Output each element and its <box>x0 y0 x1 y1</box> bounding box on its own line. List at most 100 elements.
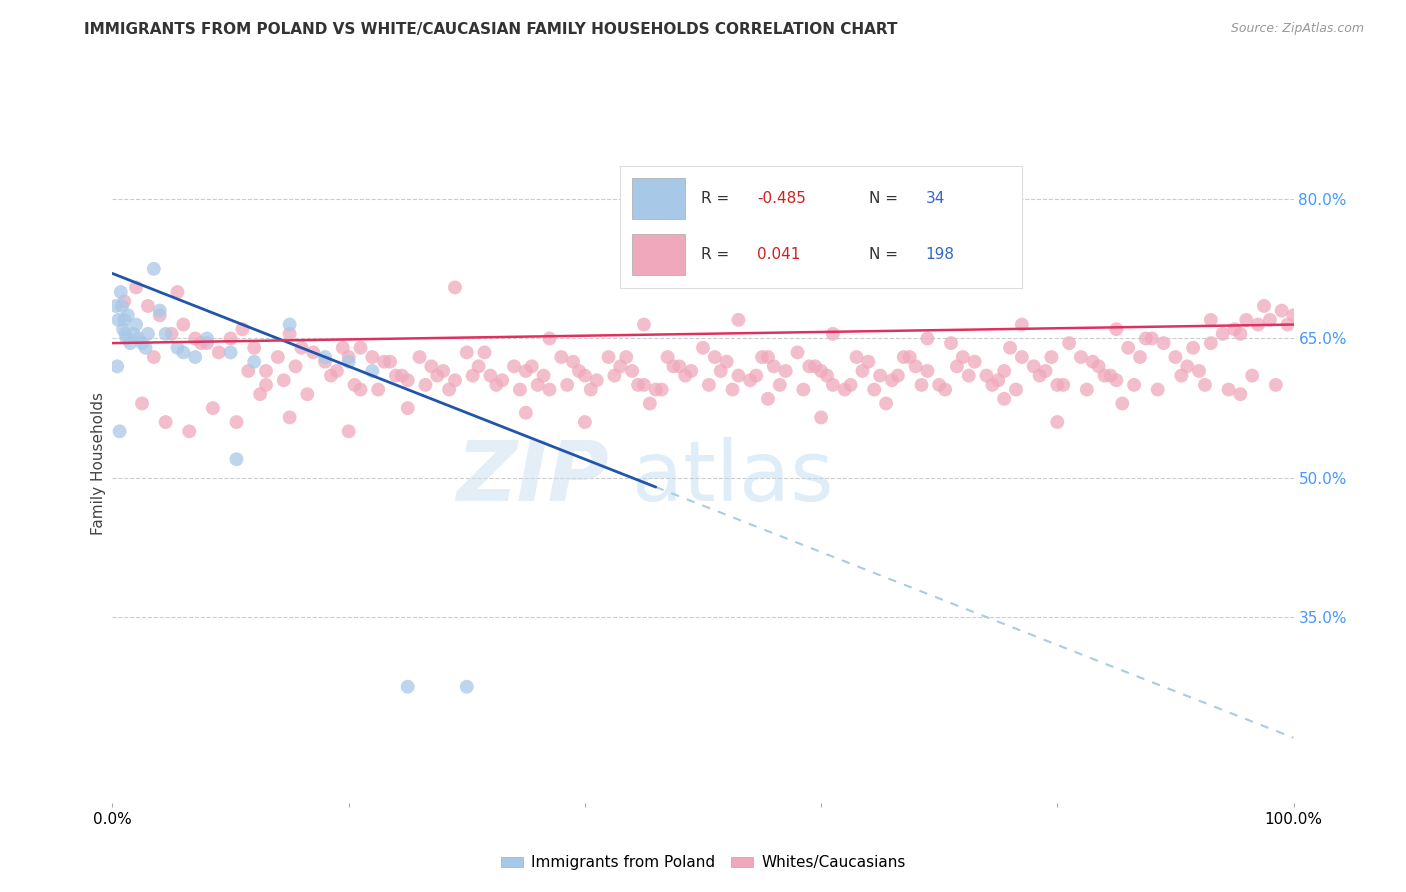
Point <box>745 368 768 383</box>
Text: 198: 198 <box>925 247 955 262</box>
Point <box>426 368 449 383</box>
Point <box>343 378 366 392</box>
Point <box>515 364 537 378</box>
Point <box>1271 303 1294 318</box>
Point <box>111 299 134 313</box>
Point <box>503 359 526 374</box>
Point <box>875 396 897 410</box>
Point <box>1229 326 1251 341</box>
Point <box>485 378 508 392</box>
Point <box>122 326 145 341</box>
Point <box>703 350 725 364</box>
Point <box>574 415 596 429</box>
Point <box>880 373 903 387</box>
Point <box>638 396 661 410</box>
Point <box>135 341 157 355</box>
Point <box>332 341 354 355</box>
Point <box>278 318 301 332</box>
Point <box>420 359 443 374</box>
Point <box>657 350 679 364</box>
Point <box>810 410 832 425</box>
Point <box>112 313 135 327</box>
Point <box>125 280 148 294</box>
Point <box>172 318 194 332</box>
Point <box>775 364 797 378</box>
Point <box>149 303 172 318</box>
Point <box>993 364 1015 378</box>
Point <box>184 331 207 345</box>
Point <box>538 331 561 345</box>
Point <box>609 359 631 374</box>
Point <box>208 345 231 359</box>
Point <box>821 378 844 392</box>
Point <box>810 364 832 378</box>
Point <box>278 410 301 425</box>
Point <box>621 364 644 378</box>
Point <box>804 359 827 374</box>
Point <box>538 383 561 397</box>
Point <box>302 345 325 359</box>
Point <box>692 341 714 355</box>
Point <box>1135 331 1157 345</box>
Point <box>378 354 401 368</box>
Point <box>993 392 1015 406</box>
Point <box>887 368 910 383</box>
Point <box>998 341 1021 355</box>
Point <box>673 368 696 383</box>
Point <box>396 373 419 387</box>
Point <box>633 378 655 392</box>
Point <box>385 368 408 383</box>
Y-axis label: Family Households: Family Households <box>90 392 105 535</box>
Point <box>166 341 188 355</box>
Point <box>893 350 915 364</box>
Point <box>598 350 620 364</box>
Point <box>834 383 856 397</box>
Point <box>520 359 543 374</box>
Point <box>1218 383 1240 397</box>
Point <box>461 368 484 383</box>
Point <box>1212 326 1234 341</box>
Point <box>127 331 149 345</box>
Point <box>751 350 773 364</box>
Point <box>603 368 626 383</box>
Point <box>1282 308 1305 322</box>
Point <box>155 415 177 429</box>
Point <box>160 326 183 341</box>
Point <box>491 373 513 387</box>
Point <box>1170 368 1192 383</box>
Point <box>821 326 844 341</box>
Point <box>1035 364 1057 378</box>
Point <box>756 392 779 406</box>
Point <box>934 383 956 397</box>
Point <box>917 331 939 345</box>
Point <box>981 378 1004 392</box>
Point <box>267 350 290 364</box>
Point <box>225 452 247 467</box>
Point <box>1194 378 1216 392</box>
Point <box>756 350 779 364</box>
Point <box>337 354 360 368</box>
Point <box>1199 313 1222 327</box>
Point <box>526 378 548 392</box>
Point <box>1052 378 1074 392</box>
Point <box>115 331 138 345</box>
Point <box>987 373 1010 387</box>
Point <box>1057 336 1080 351</box>
Point <box>952 350 974 364</box>
Point <box>963 354 986 368</box>
Text: 34: 34 <box>925 191 945 206</box>
Point <box>1188 364 1211 378</box>
Point <box>681 364 703 378</box>
Point <box>444 280 467 294</box>
Point <box>136 326 159 341</box>
Point <box>1028 368 1050 383</box>
Bar <box>633 178 685 219</box>
Point <box>1105 373 1128 387</box>
Legend: Immigrants from Poland, Whites/Caucasians: Immigrants from Poland, Whites/Caucasian… <box>495 849 911 877</box>
Bar <box>633 234 685 276</box>
Point <box>1153 336 1175 351</box>
Point <box>231 322 253 336</box>
Point <box>314 354 336 368</box>
Point <box>1234 313 1257 327</box>
Point <box>396 680 419 694</box>
